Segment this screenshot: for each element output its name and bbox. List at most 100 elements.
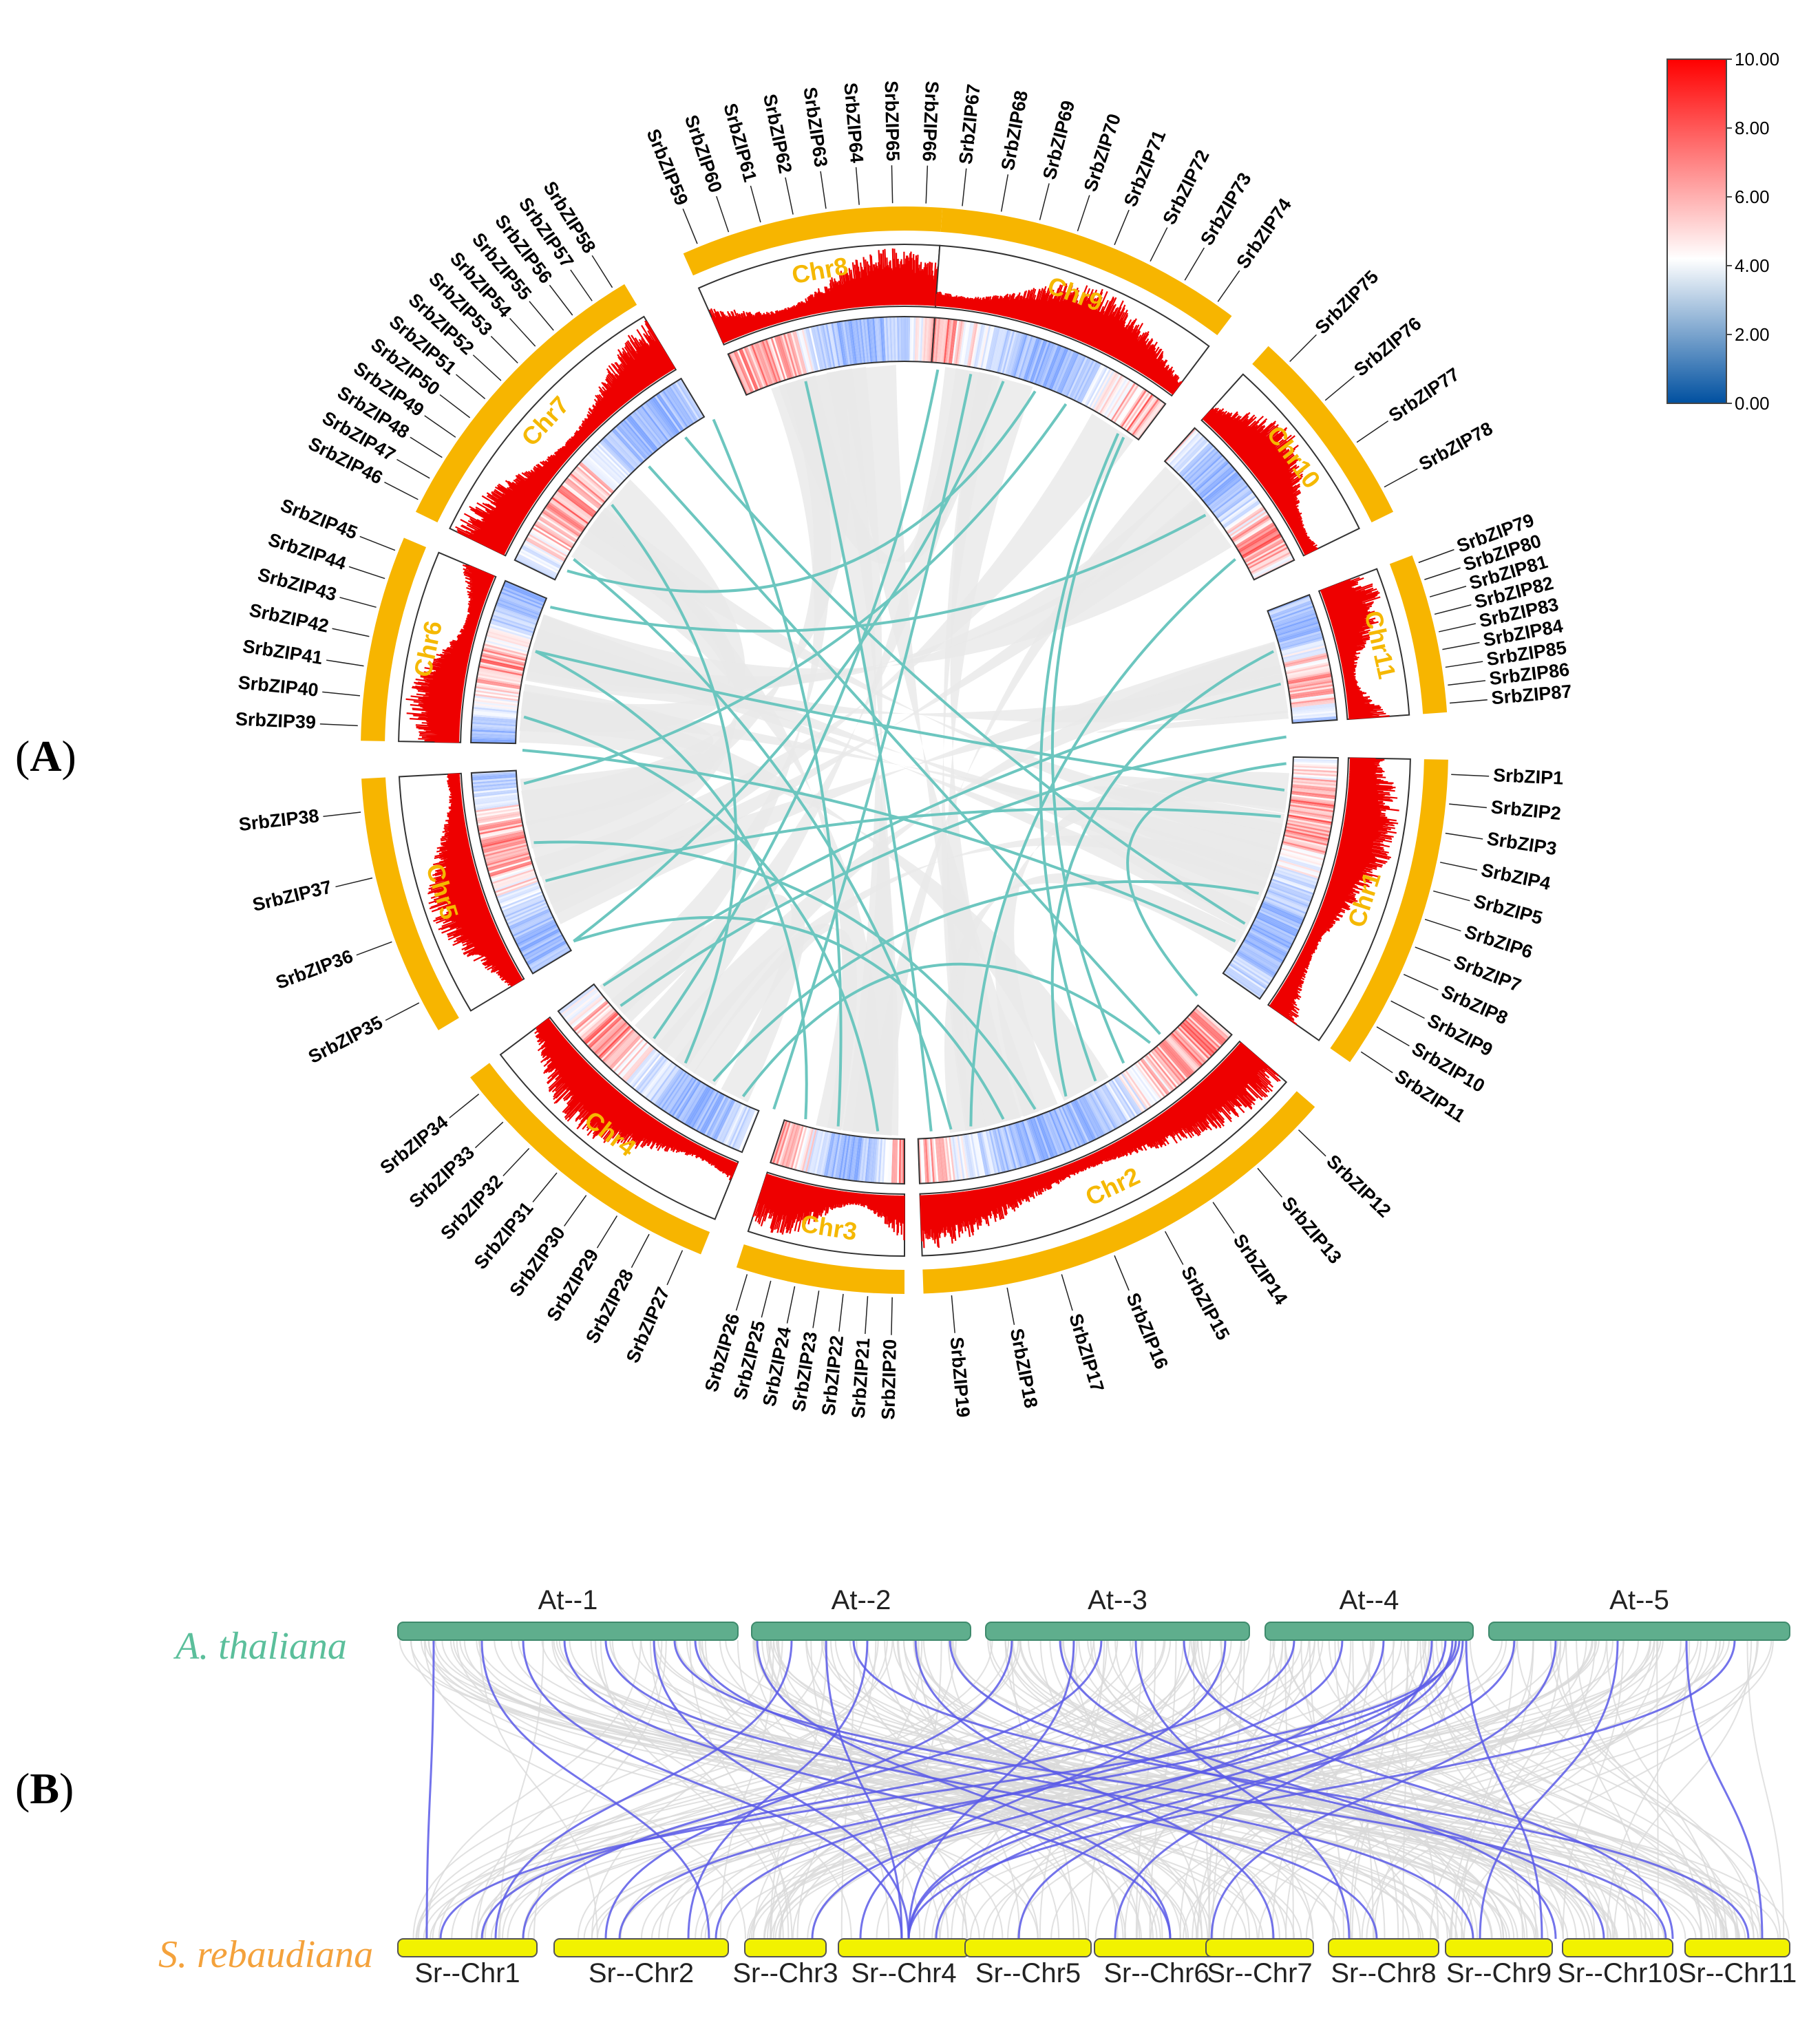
heatmap-cell	[931, 1138, 937, 1183]
heatmap-cell	[544, 506, 583, 533]
background-link	[611, 893, 805, 1103]
background-link	[675, 835, 1273, 1074]
heatmap-cell	[1285, 661, 1330, 673]
heatmap-cell	[783, 1123, 798, 1167]
heatmap-cell	[1192, 458, 1227, 490]
heatmap-cell	[891, 1138, 895, 1184]
heatmap-cell	[483, 645, 527, 658]
duplication-link	[772, 374, 973, 1110]
heatmap-cell	[487, 628, 531, 644]
heatmap-cell	[734, 350, 754, 392]
background-link	[519, 683, 714, 825]
heatmap-cell	[1235, 953, 1275, 979]
heatmap-cell	[1287, 816, 1332, 826]
heatmap-cell	[614, 1039, 646, 1074]
heatmap-cell	[898, 1138, 902, 1184]
heatmap-cell	[488, 859, 532, 873]
heatmap-cell	[529, 530, 570, 555]
heatmap-cell	[1149, 1051, 1179, 1087]
heatmap-cell	[633, 1053, 663, 1090]
heatmap-cell	[731, 1107, 751, 1149]
duplication-link	[684, 436, 1246, 925]
heatmap-cell	[1045, 1112, 1064, 1155]
heatmap-cell	[477, 818, 522, 828]
heatmap-cell	[487, 857, 531, 872]
ortholog-link	[522, 1639, 1103, 1940]
heatmap-cell	[567, 995, 604, 1025]
gene-tick	[631, 1233, 650, 1268]
heatmap-cell	[1284, 834, 1329, 847]
heatmap-cell	[1183, 1020, 1217, 1053]
heatmap-cell	[1053, 349, 1072, 392]
heatmap-cell	[578, 463, 613, 494]
background-link	[1461, 1639, 1514, 1940]
stevia-chromosome-label: Sr--Chr9	[1446, 1958, 1552, 1988]
gene-label: SrbZIP73	[1196, 169, 1256, 249]
ortholog-link	[949, 1639, 1605, 1940]
heatmap-cell	[542, 511, 580, 538]
heatmap-cell	[812, 326, 824, 370]
background-link	[770, 1639, 1611, 1940]
heatmap-cell	[479, 663, 524, 675]
heatmap-cell	[1125, 1070, 1152, 1108]
heatmap-cell	[1273, 613, 1317, 629]
ortholog-link	[673, 1639, 1667, 1940]
heatmap-cell	[1233, 518, 1273, 544]
heatmap-cell	[580, 460, 616, 491]
heatmap-cell	[583, 457, 618, 489]
heatmap-cell	[624, 418, 655, 454]
heatmap-cell	[814, 1130, 825, 1175]
heatmap-cell	[738, 1109, 758, 1152]
heatmap-cell	[955, 320, 963, 365]
heatmap-cell	[938, 318, 944, 363]
heatmap-cell	[1177, 440, 1210, 474]
heatmap-cell	[943, 1136, 950, 1182]
heatmap-cell	[593, 446, 628, 479]
heatmap-cell	[933, 317, 939, 363]
heatmap-cell	[868, 317, 874, 363]
heatmap-cell	[724, 1104, 745, 1146]
heatmap-cell	[1207, 477, 1243, 507]
heatmap-cell	[475, 684, 520, 693]
heatmap-cell	[1291, 791, 1336, 798]
heatmap-cell	[1251, 555, 1293, 577]
gene-label: SrbZIP62	[759, 92, 796, 176]
heatmap-cell	[895, 1138, 898, 1184]
heatmap-cell	[1044, 1112, 1062, 1156]
heatmap-cell	[481, 652, 526, 665]
heatmap-cell	[617, 1041, 648, 1076]
heatmap-cell	[538, 517, 577, 543]
gene-tick	[786, 1286, 796, 1324]
heatmap-cell	[942, 318, 949, 363]
heatmap-cell	[1170, 1033, 1202, 1068]
heatmap-cell	[1092, 1089, 1117, 1130]
ortholog-link	[522, 1639, 903, 1940]
background-link	[1422, 1639, 1596, 1940]
heatmap-cell	[1191, 1011, 1226, 1043]
background-link	[840, 1639, 855, 1940]
heatmap-cell	[586, 1014, 620, 1046]
background-link	[903, 1639, 1280, 1940]
ortholog-link	[480, 1639, 1295, 1940]
background-link	[1463, 1639, 1758, 1940]
heatmap-cell	[1289, 803, 1335, 811]
heatmap-cell	[876, 1138, 881, 1183]
heatmap-cell	[1003, 1125, 1017, 1170]
duplication-link	[1050, 650, 1275, 1097]
heatmap-cell	[765, 339, 781, 382]
heatmap-cell	[522, 543, 563, 566]
heatmap-cell	[558, 487, 595, 516]
heatmap-cell	[583, 1011, 618, 1043]
gene-tick	[1212, 1202, 1235, 1234]
heatmap-cell	[521, 544, 562, 568]
heatmap-cell	[525, 538, 566, 562]
heatmap-cell	[776, 1121, 791, 1165]
heatmap-cell	[1184, 449, 1218, 482]
heatmap-cell	[655, 1068, 683, 1107]
heatmap-cell	[631, 412, 662, 448]
heatmap-cell	[883, 317, 888, 362]
heatmap-cell	[1269, 881, 1313, 899]
heatmap-cell	[562, 481, 600, 511]
heatmap-cell	[714, 1099, 736, 1141]
heatmap-cell	[484, 641, 528, 655]
